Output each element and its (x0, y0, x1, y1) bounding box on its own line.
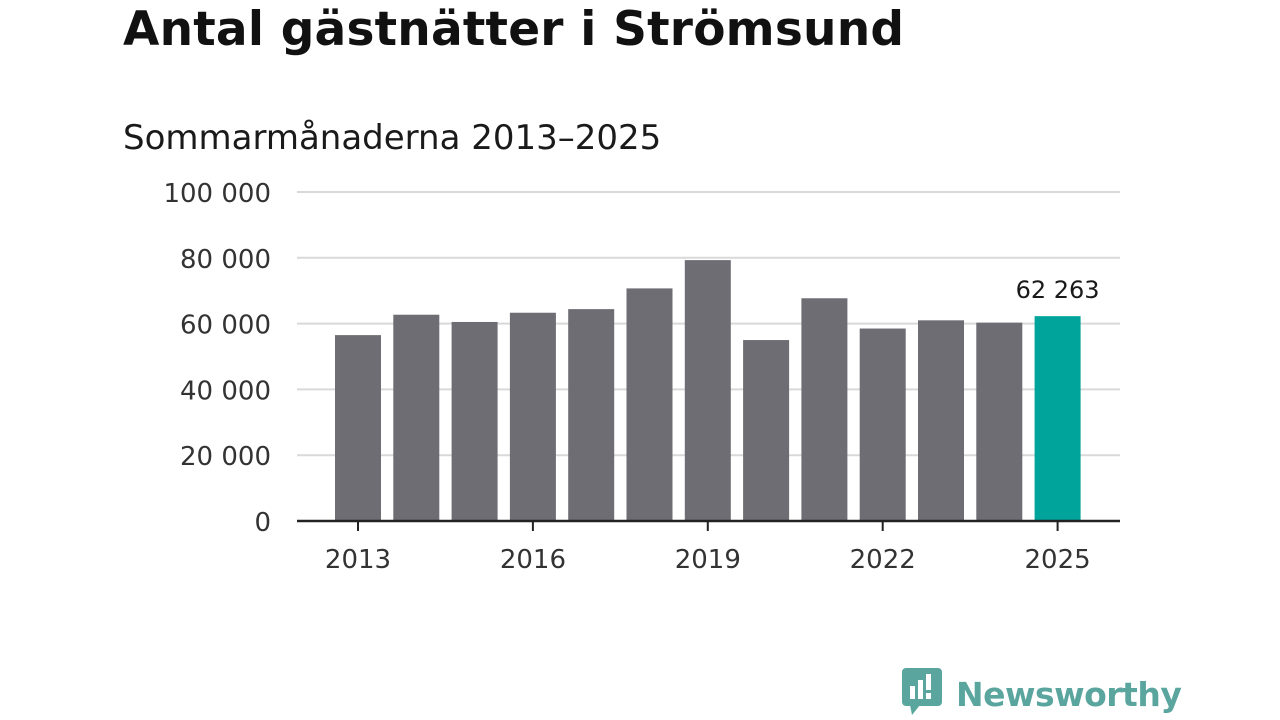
brand-name: Newsworthy (956, 674, 1182, 714)
bar (801, 298, 848, 521)
bar (568, 309, 615, 521)
bar (335, 335, 381, 521)
y-tick-label: 20 000 (180, 442, 271, 472)
bar (509, 312, 556, 521)
y-tick-label: 40 000 (180, 376, 271, 406)
chart-subtitle: Sommarmånaderna 2013–2025 (123, 118, 662, 158)
y-tick-label: 60 000 (180, 311, 271, 341)
bar (451, 321, 498, 521)
data-label: 62 263 (1016, 276, 1100, 304)
y-tick-label: 0 (254, 508, 271, 538)
bar (918, 320, 964, 521)
y-tick-label: 100 000 (163, 179, 271, 209)
newsworthy-logo-icon (902, 668, 942, 720)
x-tick-label: 2025 (1025, 545, 1091, 575)
x-tick-label: 2022 (850, 545, 916, 575)
bar-chart: 0 20 000 40 000 60 000 80 000 100 000 62 263 20… (163, 179, 1120, 575)
bar (626, 288, 673, 521)
bar (859, 328, 906, 521)
bar (393, 314, 440, 521)
chart-title: Antal gästnätter i Strömsund (123, 2, 905, 57)
y-tick-label: 80 000 (180, 245, 271, 275)
bar (743, 340, 790, 521)
x-tick-label: 2013 (325, 545, 391, 575)
bar-highlight (1034, 316, 1081, 521)
brand-logo: Newsworthy (902, 668, 1182, 720)
bar (684, 260, 731, 521)
x-tick-label: 2016 (500, 545, 566, 575)
bar (976, 322, 1023, 521)
x-tick-label: 2019 (675, 545, 741, 575)
